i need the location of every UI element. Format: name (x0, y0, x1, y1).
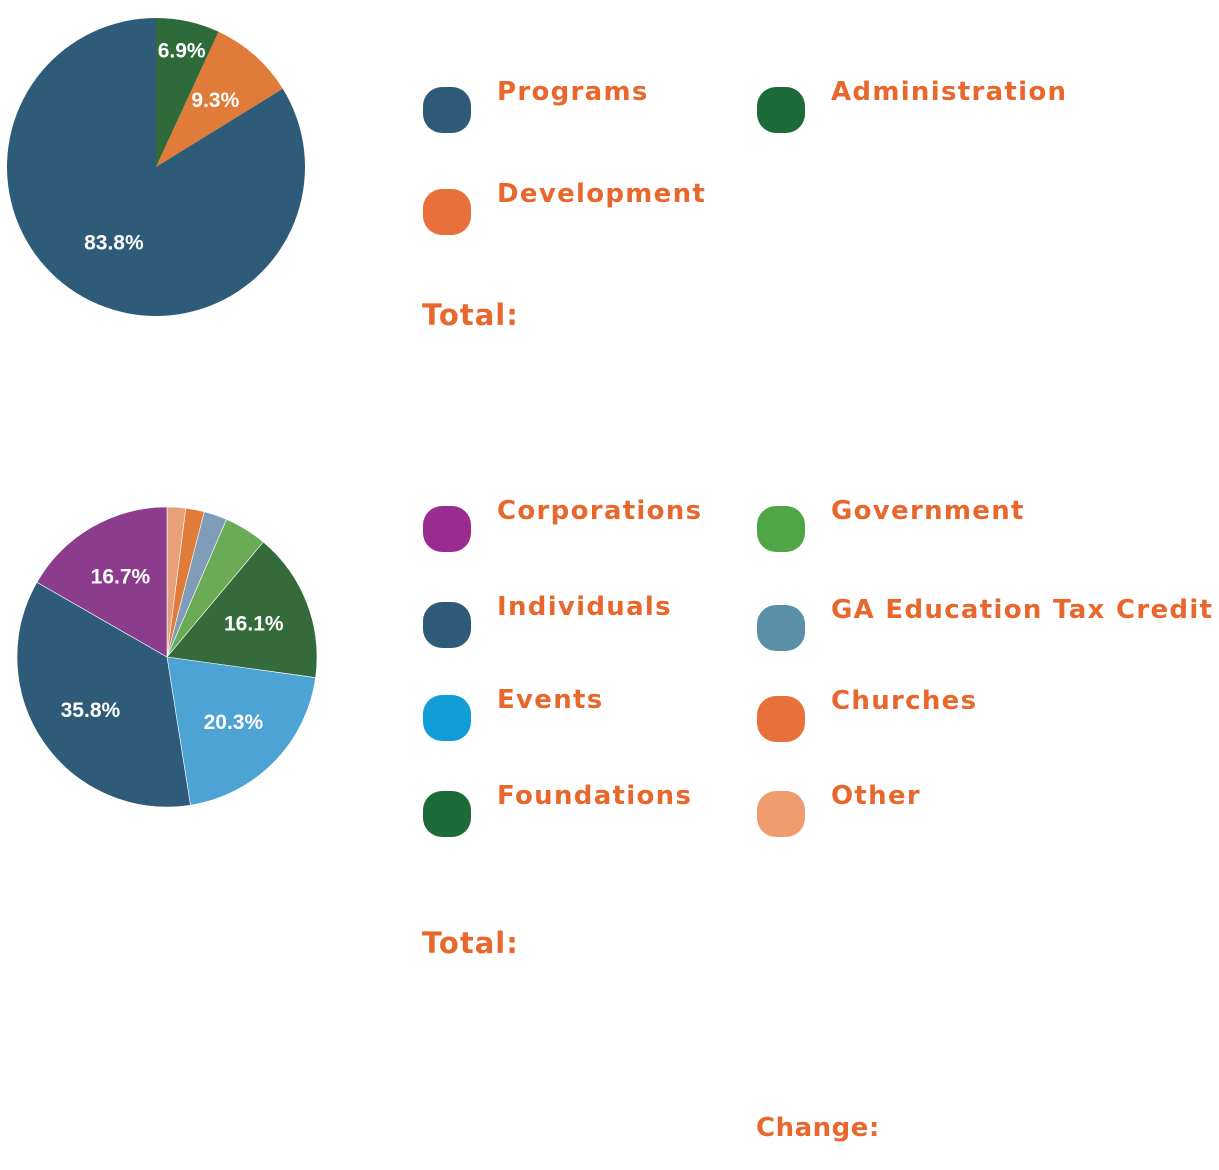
total-label-expenses: Total: (422, 298, 519, 332)
legend-swatch (423, 602, 471, 648)
slice-value-label: 35.8% (61, 699, 121, 722)
legend-swatch (757, 791, 805, 837)
legend-swatch (423, 695, 471, 741)
legend-swatch (757, 696, 805, 742)
change-label: Change: (756, 1113, 880, 1143)
legend-swatch (423, 506, 471, 552)
pie-chart-revenue: 16.1% 20.3% 35.8% 16.7% (16, 506, 318, 808)
legend-label: Programs (497, 77, 649, 107)
legend-label: Individuals (497, 592, 672, 622)
pie-slice-programs (7, 18, 306, 316)
pie-slice-development (156, 31, 283, 167)
slice-value-label: 16.7% (91, 566, 151, 589)
slice-value-label: 16.1% (224, 613, 284, 636)
legend-label: Churches (831, 686, 978, 716)
slice-value-label: 6.9% (158, 40, 206, 63)
pie-chart-expenses: 6.9% 9.3% 83.8% (7, 18, 306, 316)
legend-swatch (423, 189, 471, 235)
legend-label: Events (497, 685, 604, 715)
legend-swatch (423, 87, 471, 133)
legend-label: Government (831, 496, 1025, 526)
legend-swatch (757, 87, 805, 133)
pie-slice-foundations (166, 541, 318, 679)
legend-swatch (757, 605, 805, 651)
slice-value-label: 83.8% (84, 231, 144, 254)
legend-label: Administration (831, 77, 1068, 107)
slice-value-label: 20.3% (204, 711, 264, 734)
pie-slice-individuals (16, 581, 191, 808)
legend-label: Development (497, 179, 707, 209)
legend-label: Corporations (497, 496, 703, 526)
pie-slice-corporations (36, 506, 168, 658)
slice-value-label: 9.3% (191, 89, 239, 112)
pie-slice-administration (156, 18, 219, 167)
legend-swatch (757, 506, 805, 552)
legend-label: Foundations (497, 781, 693, 811)
total-label-revenue: Total: (422, 926, 519, 960)
legend-label: GA Education Tax Credit (831, 595, 1214, 625)
legend-swatch (423, 791, 471, 837)
pie-slice-events (166, 656, 316, 806)
legend-label: Other (831, 781, 921, 811)
